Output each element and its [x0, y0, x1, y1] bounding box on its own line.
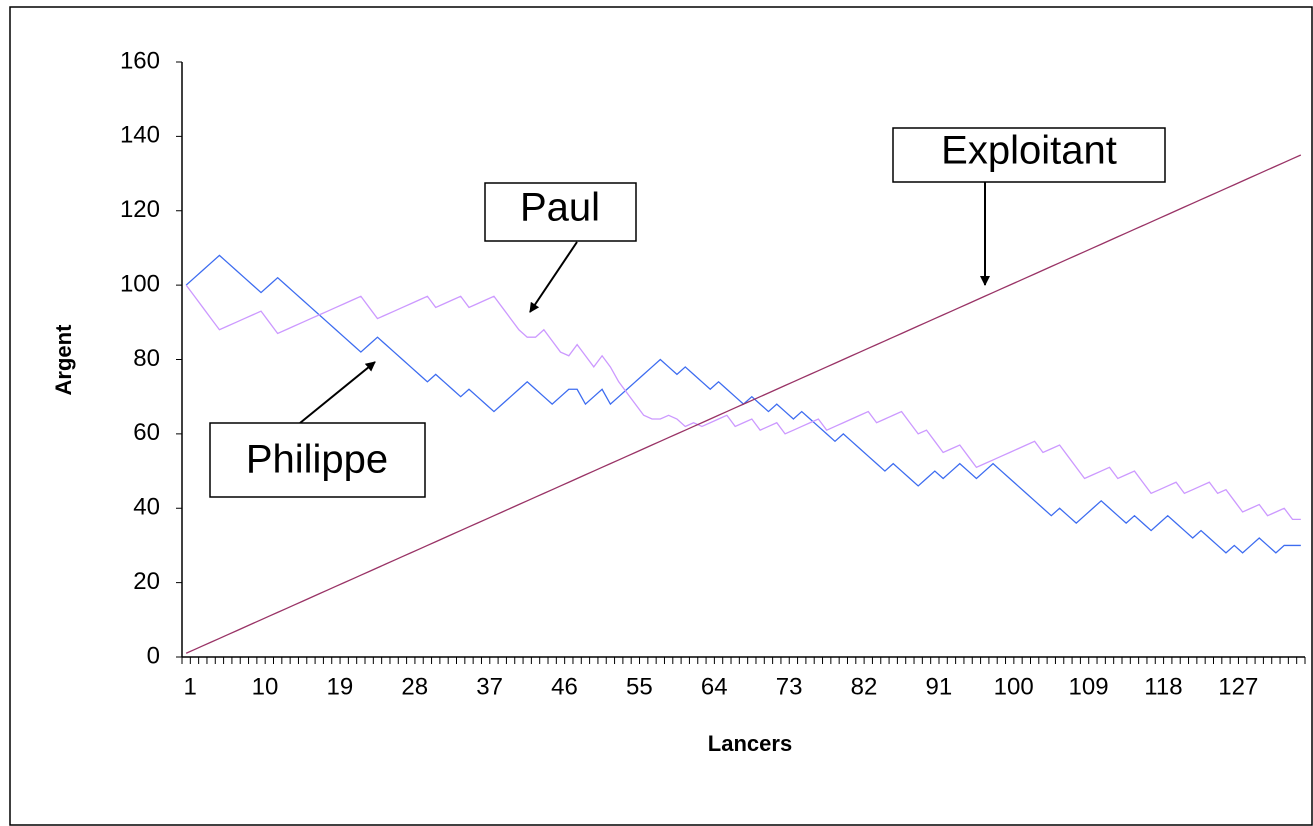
x-tick-label: 73 [776, 673, 803, 700]
x-tick-label: 10 [252, 673, 279, 700]
x-tick-label: 37 [476, 673, 503, 700]
x-tick-label: 100 [994, 673, 1034, 700]
x-tick-label: 91 [925, 673, 952, 700]
x-tick-label: 1 [183, 673, 196, 700]
x-tick-label: 118 [1144, 673, 1182, 700]
series-line [185, 284, 1301, 521]
annotations: Exploitant Paul Philippe [209, 127, 1166, 498]
y-axis-title: Argent [51, 324, 76, 396]
x-tick-label: 55 [626, 673, 653, 700]
annotation: Philippe [246, 438, 388, 482]
annotation-box [484, 182, 637, 242]
y-tick-label: 120 [120, 196, 160, 223]
y-tick-label: 0 [147, 642, 160, 669]
x-tick-label: 46 [551, 673, 578, 700]
x-tick-label: 109 [1069, 673, 1109, 700]
x-tick-label: 19 [327, 673, 354, 700]
y-tick-label: 40 [133, 494, 160, 521]
y-tick-label: 80 [133, 345, 160, 372]
x-axis-title: Lancers [708, 731, 792, 756]
x-tick-label: 64 [701, 673, 728, 700]
y-tick-label: 140 [120, 122, 160, 149]
series-line [185, 154, 1302, 654]
arrow [529, 241, 578, 313]
x-tick-label: 28 [401, 673, 428, 700]
y-tick-label: 20 [133, 568, 160, 595]
y-tick-label: 160 [120, 47, 160, 74]
annotation: Paul [520, 186, 600, 230]
annotation: Exploitant [941, 129, 1117, 173]
y-tick-label: 100 [120, 270, 160, 297]
annotation-box [209, 422, 426, 498]
plot-area: 0 20 40 60 80 100 120 140 160 1 10 19 28 37 46 55 64 73 82… [120, 47, 1306, 700]
x-tick-label: 127 [1218, 673, 1258, 700]
arrow [299, 361, 376, 424]
y-tick-label: 60 [133, 419, 160, 446]
annotation-box [892, 127, 1166, 183]
x-tick-label: 82 [851, 673, 878, 700]
